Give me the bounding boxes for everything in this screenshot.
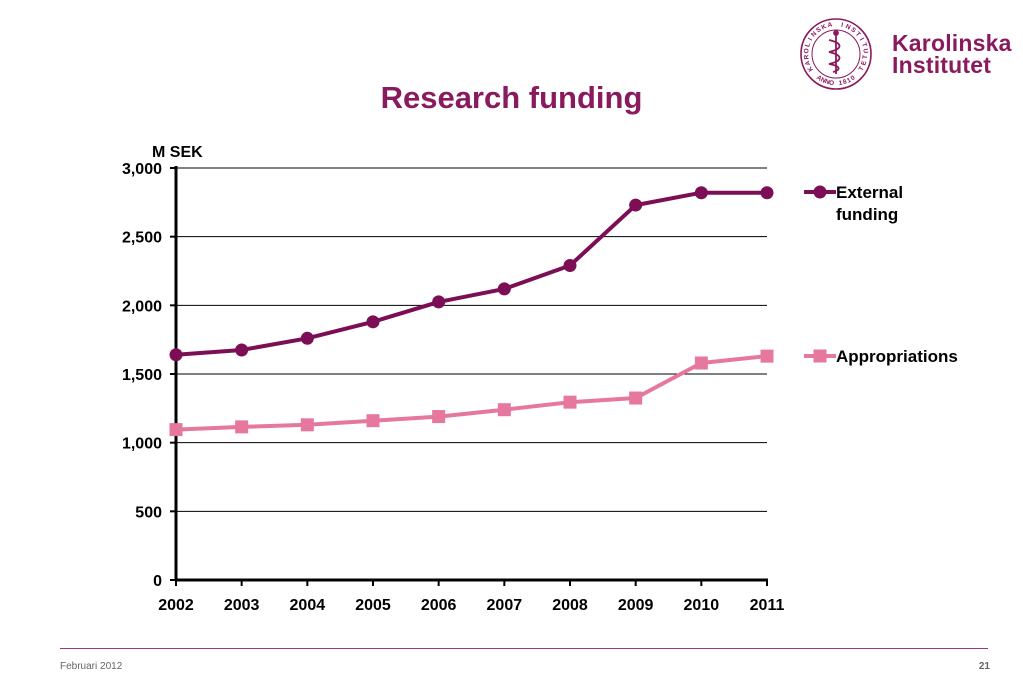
- logo-name-line1: Karolinska: [892, 30, 1012, 56]
- data-point: [235, 420, 249, 434]
- seal-letter: I: [807, 37, 814, 42]
- seal-letter: A: [827, 21, 833, 29]
- y-tick-label: 2,500: [122, 230, 162, 247]
- data-point: [366, 414, 380, 428]
- x-tick-label: 2006: [421, 597, 457, 614]
- x-tick-label: 2007: [487, 597, 523, 614]
- seal-letter: L: [804, 42, 812, 48]
- x-tick-label: 2004: [290, 597, 326, 614]
- y-tick-label: 500: [135, 504, 162, 521]
- legend-label: Appropriations: [836, 347, 958, 366]
- x-tick-label: 2008: [552, 597, 588, 614]
- data-point: [694, 356, 708, 370]
- data-point: [300, 331, 314, 345]
- seal-year-letter: 0: [850, 74, 857, 82]
- seal-year-letter: N: [824, 78, 831, 86]
- seal-letter: R: [803, 54, 810, 60]
- legend-marker: [813, 185, 827, 199]
- data-point: [760, 349, 774, 363]
- data-point: [497, 282, 511, 296]
- seal-letter: T: [862, 55, 869, 60]
- seal-letter: E: [860, 59, 868, 66]
- seal-year-letter: 1: [846, 77, 853, 85]
- seal-letter: I: [840, 22, 843, 29]
- seal-letter: T: [860, 42, 868, 48]
- legend-label: External: [836, 183, 903, 202]
- seal-letter: U: [861, 48, 868, 54]
- data-point: [497, 403, 511, 417]
- y-tick-label: 1,000: [122, 436, 162, 453]
- data-point: [169, 348, 183, 362]
- seal-letter: A: [804, 59, 812, 66]
- footer-date: Februari 2012: [60, 661, 123, 672]
- y-tick-label: 1,500: [122, 367, 162, 384]
- data-point: [169, 423, 183, 437]
- legend-label: funding: [836, 205, 898, 224]
- seal-year-letter: O: [828, 80, 834, 88]
- seal-letter: S: [849, 26, 857, 35]
- data-point: [760, 186, 774, 200]
- logo-name-line2: Institutet: [892, 52, 992, 78]
- data-point: [629, 198, 643, 212]
- seal-letter: K: [821, 23, 828, 31]
- data-point: [235, 343, 249, 357]
- data-point: [563, 395, 577, 409]
- series-line: [175, 190, 767, 357]
- x-tick-label: 2010: [684, 597, 720, 614]
- x-tick-label: 2002: [158, 597, 194, 614]
- y-tick-label: 3,000: [122, 161, 162, 178]
- seal-year-letter: N: [819, 77, 827, 85]
- seal-letter: S: [815, 26, 823, 35]
- seal-year-letter: A: [815, 74, 823, 83]
- page-number: 21: [978, 661, 990, 672]
- y-axis-label: M SEK: [152, 144, 203, 161]
- seal-letter: O: [803, 48, 810, 54]
- seal-letter: T: [858, 65, 866, 72]
- series-line: [175, 354, 768, 432]
- seal-letter: N: [810, 30, 819, 38]
- y-tick-label: 2,000: [122, 298, 162, 315]
- x-tick-label: 2009: [618, 597, 654, 614]
- data-point: [563, 259, 577, 273]
- data-point: [629, 391, 643, 405]
- y-tick-label: 0: [153, 573, 162, 590]
- seal-letter: T: [854, 31, 862, 39]
- x-tick-label: 2005: [355, 597, 391, 614]
- footer-divider: [60, 648, 988, 649]
- data-point: [366, 315, 380, 329]
- seal-letter: N: [844, 23, 851, 31]
- seal-year-letter: 1: [838, 80, 843, 88]
- data-point: [694, 186, 708, 200]
- seal-letter: I: [858, 37, 865, 42]
- legend-marker: [813, 349, 827, 363]
- data-point: [432, 295, 446, 309]
- data-point: [432, 410, 446, 424]
- x-tick-label: 2003: [224, 597, 260, 614]
- x-tick-label: 2011: [750, 597, 785, 614]
- aesculapius-staff-icon: [828, 30, 841, 74]
- slide-title: Research funding: [380, 80, 643, 115]
- data-point: [300, 418, 314, 432]
- seal-year-letter: 8: [842, 78, 848, 86]
- seal-letter: K: [806, 65, 815, 73]
